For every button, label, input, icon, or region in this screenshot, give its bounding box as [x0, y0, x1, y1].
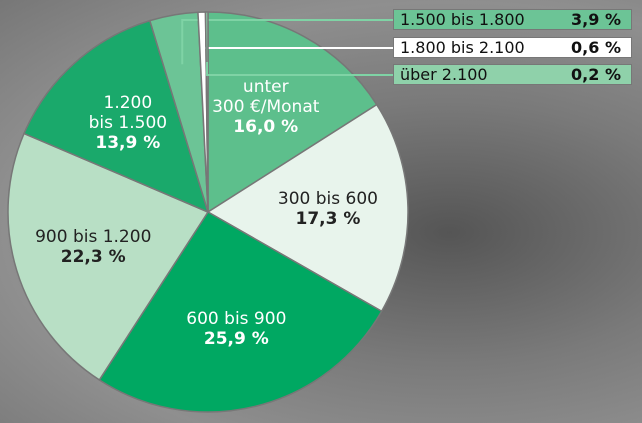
leader-line: [202, 47, 393, 63]
pie-slice: [204, 11, 209, 213]
leader-line: [206, 62, 393, 76]
slice-name: 1.200 bis 1.500: [88, 92, 168, 133]
legend-value: 3,9 %: [571, 10, 621, 29]
slice-label: 600 bis 900 25,9 %: [186, 309, 286, 349]
legend-name: 1.500 bis 1.800: [400, 10, 525, 29]
slice-name: 300 bis 600: [277, 189, 378, 210]
slice-name: 600 bis 900: [186, 308, 287, 329]
pie-slice: [23, 19, 210, 214]
pie-slice: [207, 11, 378, 214]
leader-line: [181, 19, 393, 65]
legend-entry: über 2.100 0,2 %: [393, 64, 632, 85]
slice-name: unter 300 €/Monat: [212, 76, 320, 117]
pie-slice: [7, 132, 210, 381]
slice-label: 1.200 bis 1.500 13,9 %: [89, 93, 167, 153]
slice-label: 900 bis 1.200 22,3 %: [35, 227, 151, 267]
slice-name: 900 bis 1.200: [35, 227, 152, 248]
slice-value: 13,9 %: [95, 132, 161, 153]
legend-name: 1.800 bis 2.100: [400, 38, 525, 57]
slice-value: 25,9 %: [203, 328, 269, 349]
legend-name: über 2.100: [400, 65, 488, 84]
legend-value: 0,2 %: [571, 65, 621, 84]
slice-label: 300 bis 600 17,3 %: [278, 189, 378, 229]
slice-value: 17,3 %: [295, 209, 361, 230]
pie-slice: [98, 210, 383, 413]
legend-entry: 1.500 bis 1.800 3,9 %: [393, 9, 632, 30]
slice-value: 16,0 %: [233, 116, 299, 137]
pie-slice: [206, 103, 409, 313]
legend-entry: 1.800 bis 2.100 0,6 %: [393, 37, 632, 58]
legend-value: 0,6 %: [571, 38, 621, 57]
slice-label: unter 300 €/Monat 16,0 %: [212, 77, 319, 137]
slice-value: 22,3 %: [60, 247, 126, 268]
